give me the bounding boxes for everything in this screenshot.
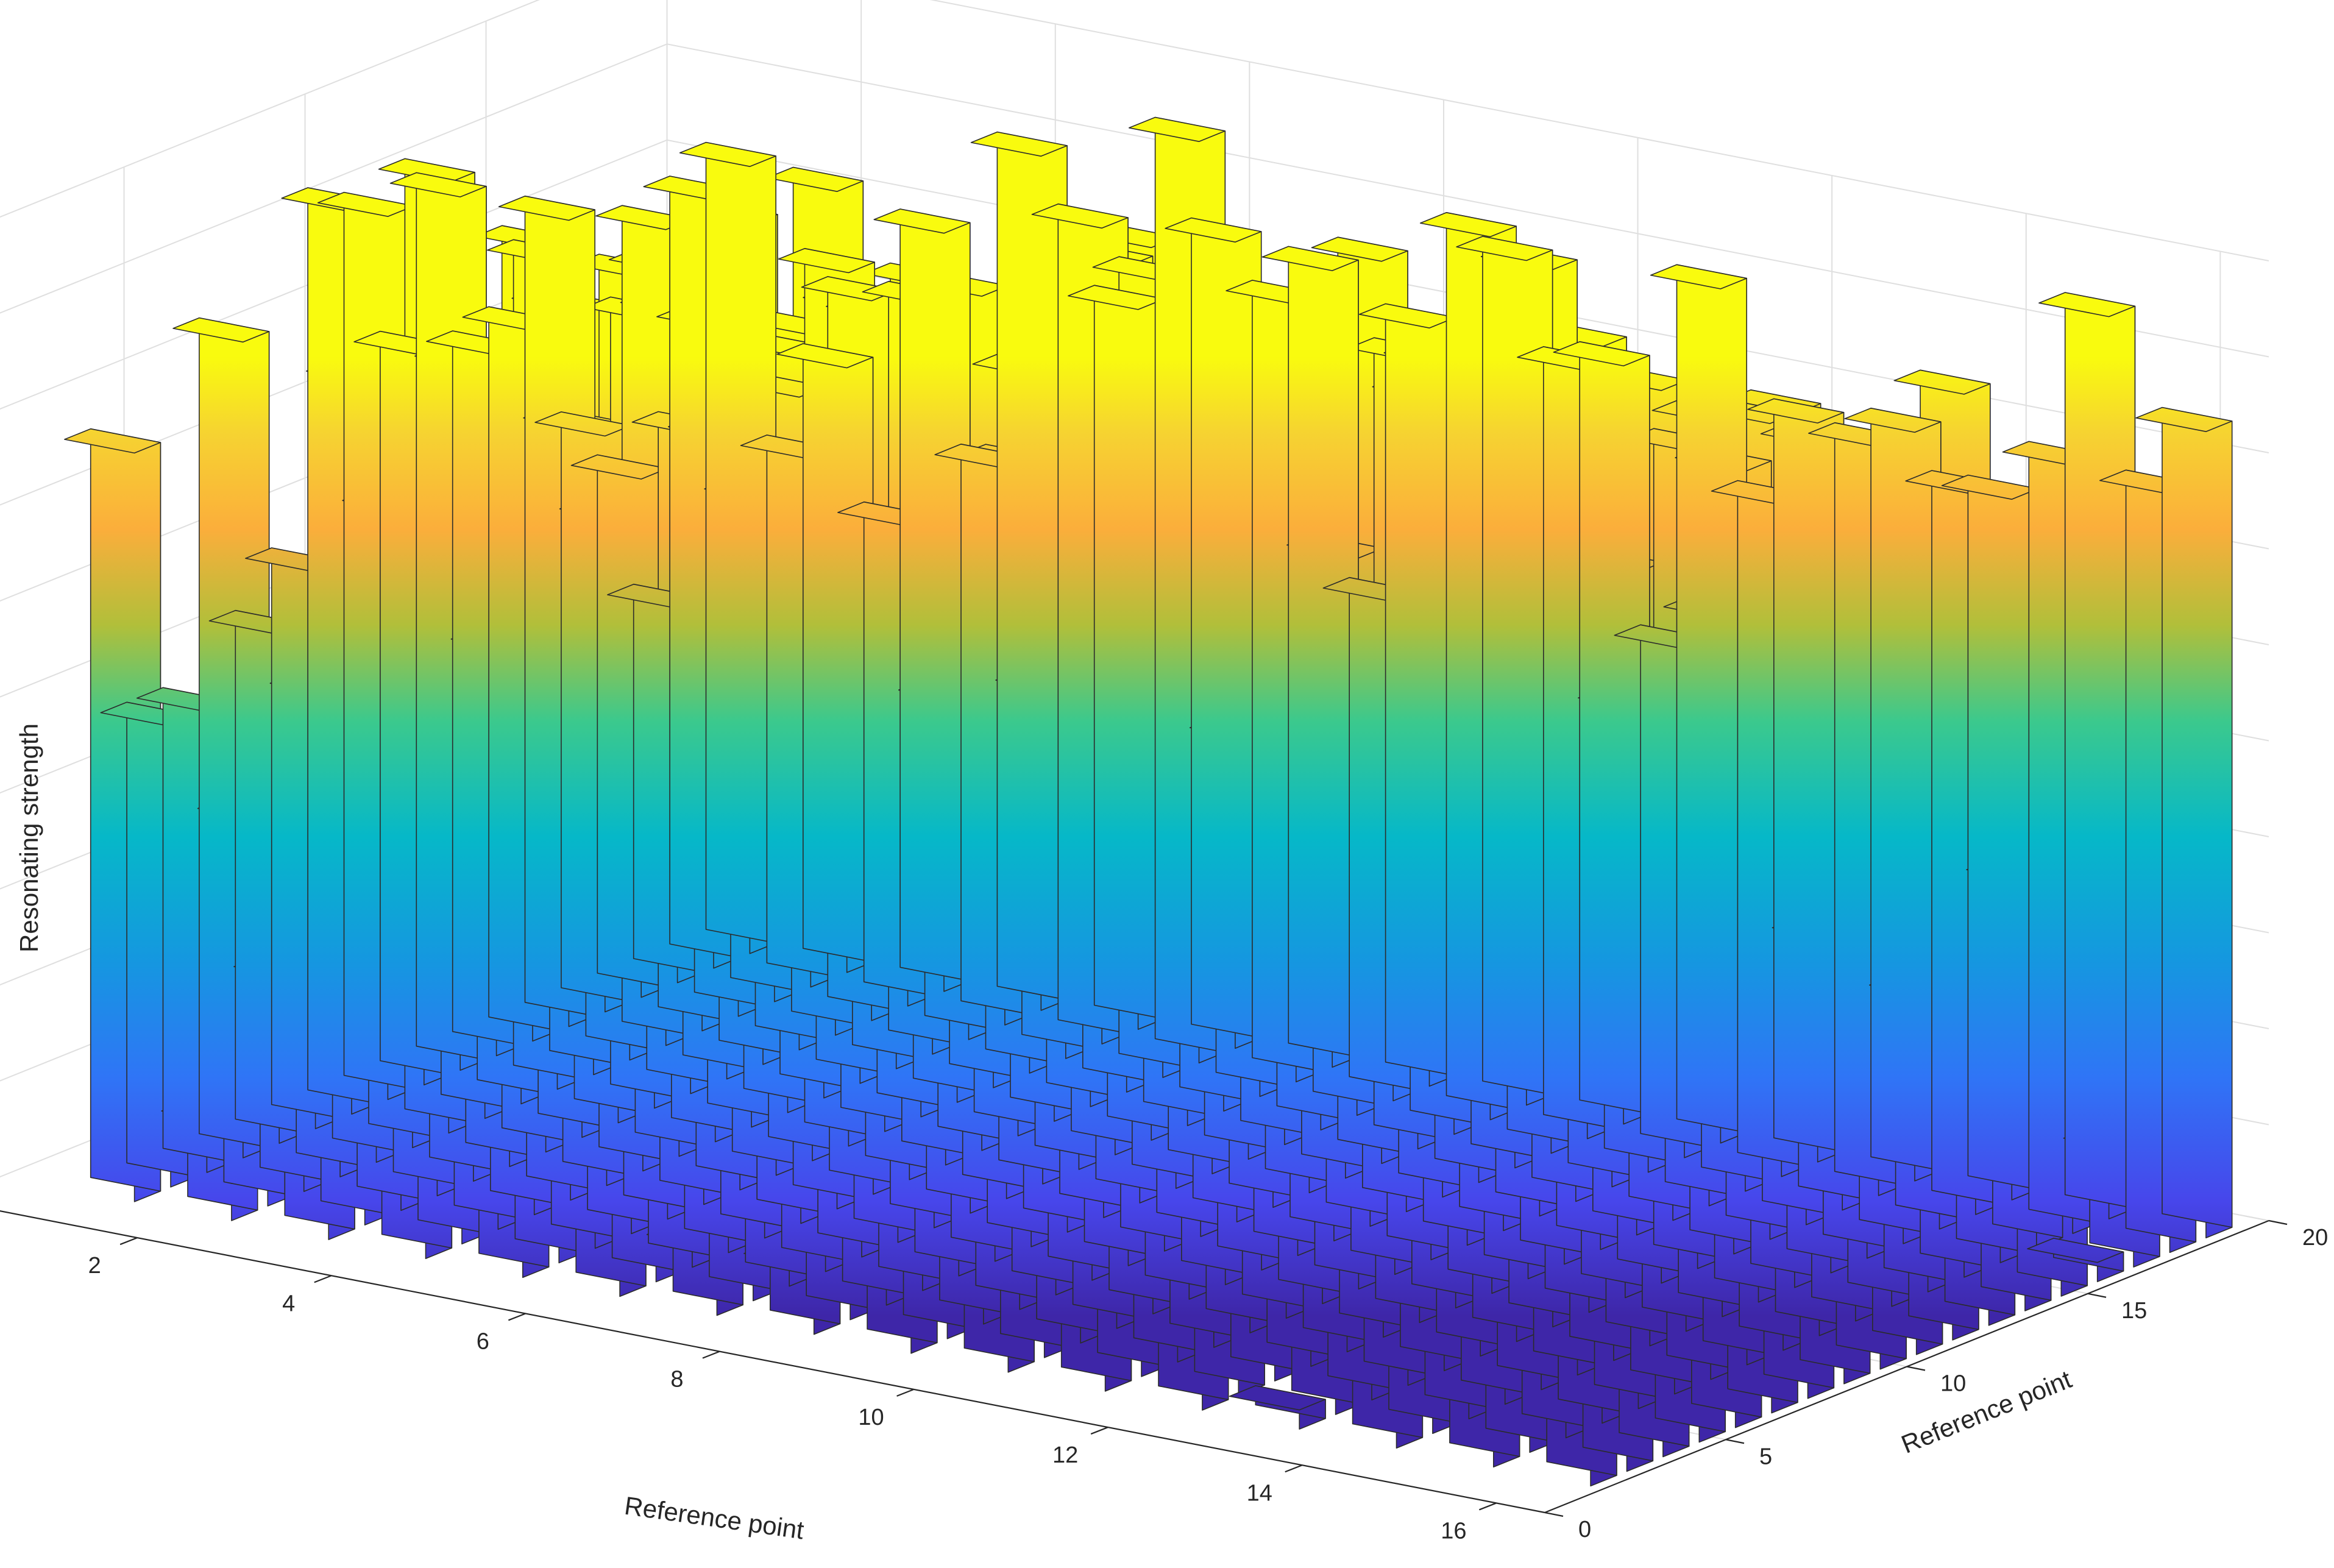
bar-top-face: [1650, 264, 1747, 289]
bar-side-face: [1579, 341, 1650, 1115]
bar-top-face: [1031, 203, 1129, 229]
grid-line-z: [0, 0, 2269, 261]
bar-top-face: [1456, 236, 1553, 261]
bar-side-face: [1093, 285, 1165, 1020]
y-tick-label: 15: [2121, 1298, 2147, 1324]
bar-top-face: [1893, 369, 1991, 395]
bar-top-face: [1229, 1385, 1326, 1411]
y-tick-label: 5: [1759, 1444, 1772, 1469]
bar-top-face: [1553, 341, 1650, 367]
bar-side-face: [996, 131, 1068, 1001]
x-tick-label: 2: [88, 1253, 101, 1279]
z-axis-label: Resonating strength: [15, 723, 43, 953]
bar-top-face: [389, 172, 487, 197]
bar-side-face: [1967, 474, 2038, 1190]
bar-top-face: [2135, 406, 2233, 433]
bar-top-face: [776, 343, 874, 369]
bar-side-face: [899, 208, 971, 982]
bar-top-face: [1311, 236, 1408, 262]
bar-side-face: [1676, 264, 1747, 1133]
bar-top-face: [1747, 398, 1845, 424]
x-tick: [508, 1313, 526, 1321]
y-tick-label: 10: [1940, 1371, 1966, 1397]
bar-top-face: [778, 247, 875, 274]
bar-side-face: [803, 343, 874, 963]
bar-top-face: [767, 166, 864, 193]
bar-side-face: [1288, 246, 1359, 1057]
bar-r1-c18: [2135, 406, 2233, 1238]
x-axis-label: Reference point: [623, 1491, 806, 1545]
y-tick: [1906, 1366, 1926, 1371]
x-tick: [1285, 1464, 1303, 1473]
x-tick-label: 4: [282, 1291, 295, 1316]
y-tick: [2268, 1219, 2288, 1226]
y-tick: [1544, 1511, 1564, 1517]
y-tick: [2087, 1293, 2107, 1298]
y-axis-label: Reference point: [1897, 1364, 2076, 1459]
x-tick: [702, 1350, 720, 1359]
bar-r7-c18: [1553, 341, 1650, 1125]
x-tick-label: 10: [858, 1405, 884, 1430]
bar-side-face: [2064, 292, 2136, 1209]
x-tick: [1090, 1427, 1108, 1435]
bar-top-face: [1419, 211, 1517, 238]
x-tick-label: 16: [1441, 1518, 1466, 1544]
bar-side-face: [1482, 236, 1553, 1096]
bar-top-face: [378, 158, 475, 183]
y-tick-label: 20: [2302, 1225, 2328, 1250]
bar-side-face: [1191, 217, 1262, 1038]
bar-top-face: [1165, 217, 1262, 243]
y-tick-label: 0: [1578, 1517, 1591, 1542]
x-axis-line: [0, 1210, 1545, 1514]
axes-layer: 00.10.20.30.40.50.60.70.80.9124681012141…: [0, 1210, 2328, 1544]
bar-top-face: [873, 208, 971, 234]
bar-top-face: [2038, 292, 2136, 318]
x-tick-label: 6: [477, 1329, 489, 1354]
bar-top-face: [1261, 246, 1359, 271]
bar-top-face: [970, 131, 1068, 157]
bar-r4-c1: [1229, 1385, 1326, 1430]
bar-top-face: [172, 317, 270, 343]
bar-side-face: [705, 141, 776, 944]
bar-top-face: [679, 141, 776, 168]
bar-side-face: [1870, 407, 1942, 1171]
bar-r10-c18: [1261, 246, 1359, 1068]
bar-side-face: [1773, 398, 1845, 1152]
x-tick-label: 12: [1052, 1442, 1078, 1468]
x-tick: [314, 1275, 332, 1283]
y-tick: [1725, 1439, 1745, 1444]
bar-side-face: [2162, 406, 2233, 1228]
bar-top-face: [1844, 407, 1942, 433]
x-tick: [1478, 1502, 1497, 1511]
bar-r4-c18: [1844, 407, 1942, 1182]
bar-top-face: [498, 195, 596, 221]
x-tick-label: 8: [670, 1367, 683, 1392]
bar-top-face: [2027, 1238, 2124, 1263]
bar-side-face: [1385, 303, 1456, 1076]
x-tick: [119, 1237, 138, 1246]
bar-top-face: [1129, 116, 1226, 142]
x-tick: [896, 1388, 914, 1397]
bar-r1-c15: [2027, 1238, 2124, 1282]
bar-top-face: [64, 428, 161, 454]
x-tick-label: 14: [1247, 1480, 1272, 1506]
bars-layer: [64, 116, 2233, 1487]
